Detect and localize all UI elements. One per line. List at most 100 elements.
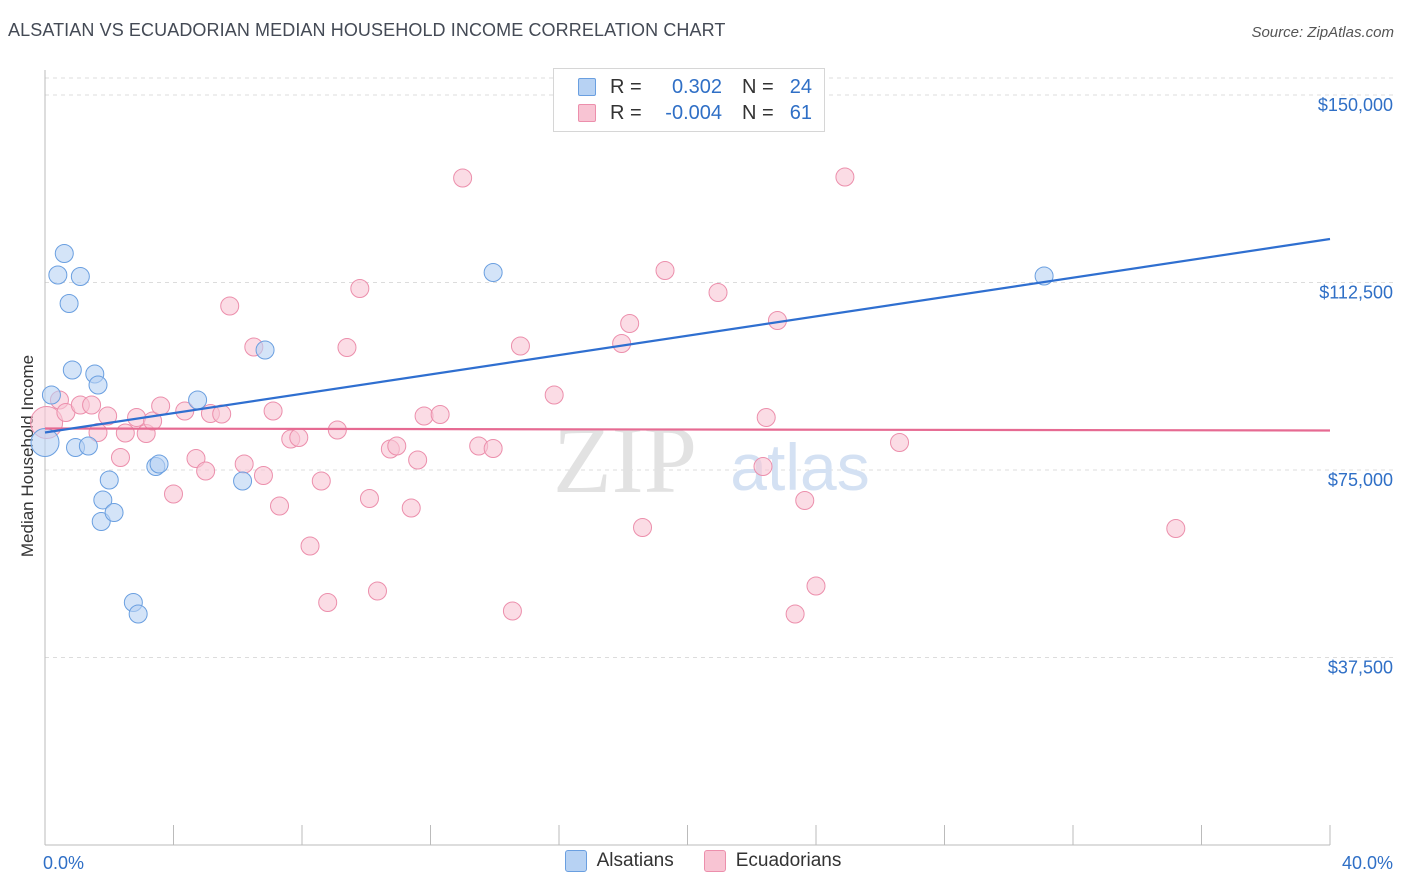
- alsatians-swatch: [578, 78, 596, 96]
- ecuadorians-r-value: -0.004: [665, 101, 722, 124]
- ecuadorians-point: [110, 448, 130, 467]
- ecuadorians-point: [502, 601, 522, 621]
- ecuadorians-point: [337, 338, 357, 357]
- ecuadorians-legend-label: Ecuadorians: [735, 850, 842, 871]
- alsatians-point: [70, 267, 90, 286]
- ecuadorians-point: [311, 471, 331, 491]
- alsatians-point: [41, 385, 61, 405]
- ecuadorians-point: [186, 449, 206, 468]
- ecuadorians-point: [115, 423, 135, 443]
- y-tick-label: $37,500: [1328, 658, 1393, 678]
- ecuadorians-point: [785, 604, 805, 624]
- ecuadorians-point: [414, 406, 434, 426]
- legend-row-ecuadorians: R = -0.004 N = 61: [578, 101, 812, 125]
- ecuadorians-point: [453, 168, 473, 188]
- ecuadorians-point: [220, 296, 240, 316]
- alsatians-n-value: 24: [789, 75, 812, 98]
- legend-item-alsatians[interactable]: Alsatians: [564, 850, 674, 872]
- alsatians-points: [30, 244, 1054, 624]
- x-tick-label-min: 0.0%: [43, 853, 84, 873]
- ecuadorians-point: [318, 593, 338, 612]
- ecuadorians-point: [430, 405, 450, 424]
- n-label: N =: [742, 75, 774, 98]
- alsatians-point: [78, 436, 98, 456]
- ecuadorians-point: [270, 496, 290, 516]
- alsatians-point: [255, 340, 275, 360]
- alsatians-point: [30, 428, 60, 457]
- alsatians-point: [149, 454, 169, 474]
- ecuadorians-point: [82, 395, 102, 415]
- y-tick-label: $75,000: [1328, 470, 1393, 490]
- ecuadorians-legend-swatch: [703, 850, 726, 872]
- axes: [44, 70, 1331, 846]
- alsatians-point: [233, 471, 253, 491]
- chart-title: ALSATIAN VS ECUADORIAN MEDIAN HOUSEHOLD …: [8, 20, 726, 40]
- ecuadorians-point: [708, 283, 728, 302]
- x-tick-label-max: 40.0%: [1342, 853, 1393, 873]
- trend-lines: [44, 237, 1331, 434]
- r-label: R =: [610, 75, 642, 98]
- alsatians-point: [54, 244, 74, 263]
- ecuadorians-point: [408, 450, 428, 470]
- ecuadorians-point: [151, 396, 171, 416]
- legend-row-alsatians: R = 0.302 N = 24: [578, 75, 812, 99]
- ecuadorians-n-value: 61: [789, 101, 812, 124]
- ecuadorians-swatch: [578, 104, 596, 122]
- ecuadorians-point: [655, 261, 675, 280]
- alsatians-point: [62, 360, 82, 380]
- alsatians-point: [48, 265, 68, 285]
- ecuadorians-point: [612, 334, 632, 353]
- ecuadorians-point: [483, 439, 503, 458]
- ecuadorians-point: [753, 457, 773, 476]
- source-label: Source: ZipAtlas.com: [1251, 24, 1394, 41]
- ecuadorians-point: [544, 385, 564, 405]
- alsatians-legend-label: Alsatians: [596, 850, 674, 871]
- ecuadorians-point: [387, 436, 407, 456]
- alsatians-point: [483, 263, 503, 282]
- x-tick-labels: 0.0% 40.0%: [43, 853, 1393, 873]
- alsatians-trend-line: [44, 237, 1331, 434]
- legend-item-ecuadorians[interactable]: Ecuadorians: [703, 850, 842, 872]
- gridlines: [45, 77, 1393, 658]
- ecuadorians-point: [510, 336, 530, 356]
- ecuadorians-point: [1166, 519, 1186, 538]
- ecuadorians-point: [633, 518, 653, 537]
- alsatians-legend-swatch: [564, 850, 587, 872]
- alsatians-point: [188, 390, 208, 410]
- watermark-zip: ZIP: [553, 406, 697, 513]
- ecuadorians-point: [890, 433, 910, 452]
- n-label: N =: [742, 101, 774, 124]
- alsatians-point: [93, 490, 113, 510]
- ecuadorians-point: [234, 454, 254, 474]
- ecuadorians-point: [620, 314, 640, 333]
- alsatians-point: [104, 503, 124, 522]
- ecuadorians-point: [164, 484, 183, 504]
- r-label: R =: [610, 101, 642, 124]
- ecuadorians-point: [401, 498, 421, 518]
- ecuadorians-point: [263, 401, 283, 421]
- alsatians-point: [88, 375, 108, 395]
- y-tick-label: $150,000: [1318, 95, 1393, 115]
- ecuadorians-point: [367, 581, 387, 601]
- ecuadorians-point: [253, 466, 273, 485]
- ecuadorians-point: [795, 491, 815, 510]
- series-legend: Alsatians Ecuadorians: [0, 850, 1406, 872]
- ecuadorians-point: [756, 408, 776, 427]
- alsatians-point: [99, 470, 119, 490]
- ecuadorians-point: [835, 167, 855, 187]
- watermark: ZIP atlas: [553, 406, 870, 513]
- alsatians-point: [59, 294, 79, 313]
- y-tick-labels: $37,500 $75,000 $112,500 $150,000: [1318, 95, 1393, 678]
- ecuadorians-point: [98, 406, 118, 426]
- ecuadorians-trend-line: [44, 427, 1331, 432]
- ecuadorians-point: [289, 428, 309, 447]
- ecuadorians-point: [359, 489, 379, 508]
- ecuadorians-point: [806, 576, 826, 596]
- correlation-legend: R = 0.302 N = 24 R = -0.004 N = 61: [553, 68, 825, 132]
- y-tick-label: $112,500: [1319, 283, 1393, 303]
- alsatians-r-value: 0.302: [671, 75, 722, 98]
- ecuadorians-point: [350, 279, 370, 298]
- ecuadorians-point: [300, 536, 320, 556]
- ecuadorians-point: [196, 461, 216, 481]
